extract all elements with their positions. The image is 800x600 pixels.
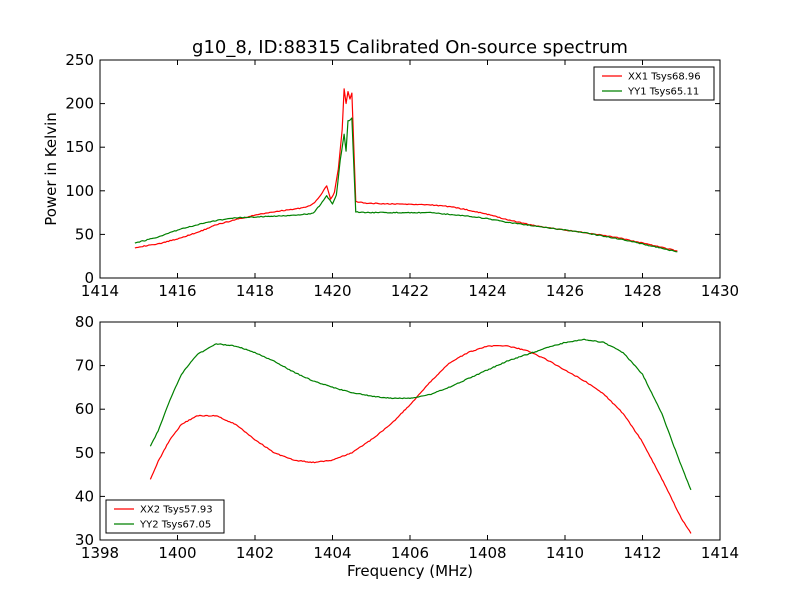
y-tick-label: 50	[75, 444, 94, 462]
x-tick-label: 1416	[158, 282, 196, 300]
bottom-panel: 1398 1400 1402 1404 1406 1408 1410 1412 1414 30 40…	[75, 313, 739, 580]
y-tick-label: 100	[65, 182, 94, 200]
x-tick-label: 1424	[468, 282, 506, 300]
x-tick-label: 1402	[236, 544, 274, 562]
x-tick-label: 1398	[81, 544, 119, 562]
y-axis-label: Power in Kelvin	[42, 112, 60, 226]
x-tick-label: 1426	[546, 282, 584, 300]
y-tick-label: 150	[65, 138, 94, 156]
x-tick-label: 1418	[236, 282, 274, 300]
x-tick-label: 1414	[701, 544, 739, 562]
series-line-yy	[149, 338, 692, 491]
series-line-xx	[134, 88, 678, 252]
legend-label: YY1 Tsys65.11	[627, 87, 699, 98]
legend-box	[593, 66, 715, 101]
y-tick-label: 80	[75, 313, 94, 331]
y-tick-label: 0	[84, 269, 94, 287]
y-tick-label: 250	[65, 51, 94, 69]
legend: XX2 Tsys57.93 YY2 Tsys67.05	[105, 499, 225, 534]
x-tick-label: 1408	[468, 544, 506, 562]
x-tick-label: 1404	[313, 544, 351, 562]
legend-label: XX2 Tsys57.93	[140, 505, 213, 516]
x-tick-label: 1428	[623, 282, 661, 300]
x-tick-label: 1420	[313, 282, 351, 300]
top-panel: 1414 1416 1418 1420 1422 1424 1426 1428 1430 0 50 1…	[42, 51, 739, 300]
y-tick-label: 40	[75, 487, 94, 505]
y-tick-label: 30	[75, 531, 94, 549]
x-tick-label: 1400	[158, 544, 196, 562]
x-axis-label: Frequency (MHz)	[347, 562, 473, 580]
legend: XX1 Tsys68.96 YY1 Tsys65.11	[593, 66, 715, 101]
legend-label: YY2 Tsys67.05	[139, 520, 211, 531]
chart-title: g10_8, ID:88315 Calibrated On-source spe…	[192, 37, 628, 58]
legend-box	[105, 499, 225, 534]
x-tick-label: 1406	[391, 544, 429, 562]
x-tick-label: 1422	[391, 282, 429, 300]
y-tick-label: 200	[65, 95, 94, 113]
x-tick-label: 1414	[81, 282, 119, 300]
x-tick-label: 1410	[546, 544, 584, 562]
series-line-xx	[149, 344, 692, 534]
y-tick-label: 70	[75, 357, 94, 375]
y-tick-label: 60	[75, 400, 94, 418]
y-tick-label: 50	[75, 225, 94, 243]
x-tick-label: 1430	[701, 282, 739, 300]
legend-label: XX1 Tsys68.96	[628, 72, 701, 83]
x-tick-label: 1412	[623, 544, 661, 562]
series-line-yy	[134, 117, 678, 253]
